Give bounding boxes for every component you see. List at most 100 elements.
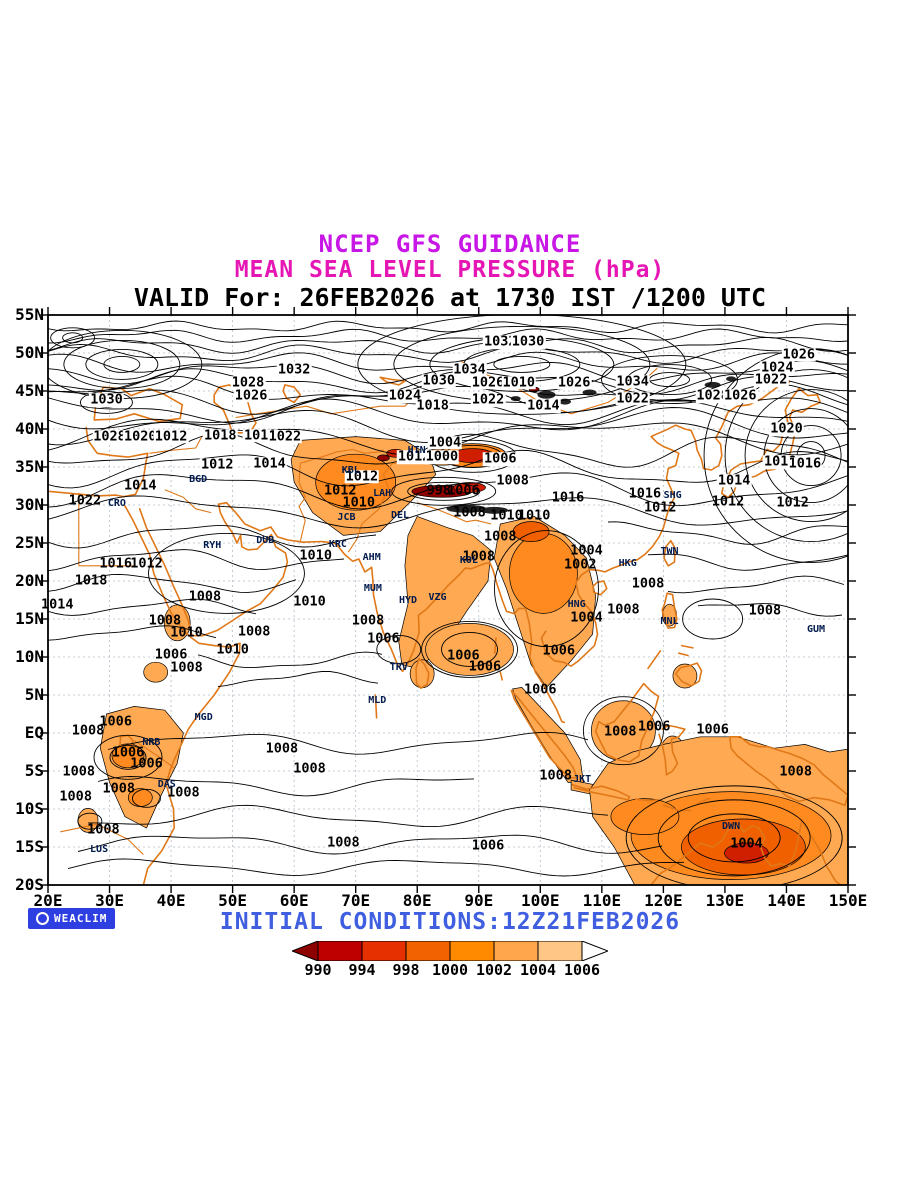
contour-label: 1010 <box>170 623 203 640</box>
lon-axis-label: 30E <box>95 891 124 910</box>
contour-label: 1006 <box>471 837 505 854</box>
initial-conditions-text: INITIAL CONDITIONS:12Z21FEB2026 <box>219 909 681 935</box>
contour-label: 1022 <box>470 391 506 408</box>
contour-label: 1006 <box>468 658 502 675</box>
contour-label: 998 <box>426 481 451 498</box>
station-label: JCB <box>337 511 356 523</box>
contour-label: 1008 <box>484 528 517 545</box>
contour-label: 1030 <box>510 333 546 350</box>
contour-label: 1010 <box>342 494 376 511</box>
colorbar-labels: 990 994 998 1000 1002 1004 1006 <box>292 963 608 981</box>
colorbar-tick-label: 990 <box>304 961 332 979</box>
station-label: MGD <box>194 711 213 723</box>
station-label: HNG <box>567 599 586 611</box>
contour-label: 1008 <box>59 788 92 805</box>
contour-label: 1024 <box>759 359 795 376</box>
contour-label: 1008 <box>167 784 200 801</box>
contour-label: 1028 <box>92 427 127 444</box>
lon-axis-label: 40E <box>156 891 186 910</box>
lon-axis-label: 50E <box>218 891 248 910</box>
station-label: HKG <box>618 557 637 569</box>
station-label: MNL <box>660 616 679 628</box>
contour-label: 1006 <box>447 481 480 498</box>
contour-label: 1006 <box>111 744 145 760</box>
station-label: HYD <box>398 594 418 606</box>
contour-label: 1026 <box>233 386 269 403</box>
colorbar-tick-label: 998 <box>392 961 420 979</box>
lon-axis-label: 70E <box>341 891 371 910</box>
lat-axis-label: 35N <box>15 457 44 476</box>
contour-label: 1016 <box>628 485 662 502</box>
contour-label: 1014 <box>124 477 157 494</box>
lat-axis-label: 5S <box>24 761 44 780</box>
station-label: RYH <box>203 540 222 552</box>
contour-label: 1004 <box>427 433 463 450</box>
station-label: JKT <box>573 774 592 786</box>
contour-label: 1020 <box>769 420 804 437</box>
contour-label: 1004 <box>570 609 603 626</box>
station-label: KBL <box>341 464 360 476</box>
weaclim-logo: WEACLIM <box>28 908 116 929</box>
lat-axis-label: 50N <box>15 343 44 362</box>
lat-axis-label: 40N <box>15 419 44 438</box>
station-label: DAS <box>157 778 176 790</box>
contour-label: 1006 <box>154 645 188 662</box>
pressure-map: 1032 1028 1026 1030 1032 1030 1034 1030 1026 1010… <box>40 307 856 893</box>
contour-label: 1000 <box>424 448 460 465</box>
station-label: DUB <box>256 535 275 547</box>
contour-label: 1020 <box>123 427 158 444</box>
lat-axis-label: 10N <box>15 647 44 666</box>
weaclim-logo-icon <box>36 912 49 925</box>
lon-axis-label: 120E <box>644 891 683 910</box>
map-canvas <box>40 307 856 893</box>
contour-label: 1012 <box>344 468 380 485</box>
contour-label: 1028 <box>230 374 266 391</box>
contour-label: 1006 <box>130 755 163 772</box>
contour-label: 1008 <box>237 623 271 640</box>
contour-label: 1010 <box>216 641 249 658</box>
colorbar-tick-label: 1002 <box>475 961 513 979</box>
contour-label: 1022 <box>615 389 650 406</box>
contour-label: 1008 <box>604 723 637 740</box>
contour-label: 1016 <box>99 555 132 572</box>
station-label: HTN <box>407 445 426 457</box>
colorbar-tick-label: 1006 <box>563 961 601 979</box>
station-label: DEL <box>390 509 410 521</box>
station-label: BGD <box>189 473 208 485</box>
contour-label: 1010 <box>517 506 551 523</box>
contour-label: 1006 <box>367 630 400 646</box>
contour-label: 1008 <box>71 722 105 739</box>
contour-label: 1012 <box>644 499 677 516</box>
contour-label: 1010 <box>501 373 537 390</box>
contour-label: 1008 <box>453 503 486 520</box>
contour-label: 1012 <box>776 494 809 511</box>
contour-label: 1006 <box>447 647 480 664</box>
contour-label: 1008 <box>462 548 496 565</box>
contour-label: 1004 <box>730 835 763 852</box>
contour-label: 1006 <box>99 712 132 729</box>
lat-axis-label: 30N <box>15 495 44 514</box>
contour-label: 1024 <box>387 387 423 404</box>
contour-label: 1008 <box>293 759 326 776</box>
contour-label: 1008 <box>148 612 182 629</box>
station-label: VZG <box>428 592 447 604</box>
contour-label: 1010 <box>293 592 326 609</box>
station-label: AHM <box>362 552 381 564</box>
contour-label: 1008 <box>495 471 530 488</box>
contour-label: 1026 <box>556 373 592 390</box>
lat-axis-label: 25N <box>15 533 44 552</box>
contour-label: 1008 <box>607 601 640 618</box>
contour-label: 1030 <box>89 391 124 408</box>
colorbar: 990 994 998 1000 1002 1004 1006 <box>290 940 610 985</box>
contour-label: 1016 <box>551 489 585 506</box>
chart-valid-time: VALID For: 26FEB2026 at 1730 IST /1200 U… <box>133 283 767 312</box>
lon-axis-label: 110E <box>582 891 622 910</box>
contour-label: 1008 <box>327 834 360 851</box>
lon-axis-label: 100E <box>521 891 560 910</box>
contour-label: 1008 <box>188 588 222 605</box>
station-label: KRC <box>328 538 347 550</box>
lon-axis-label: 90E <box>464 891 494 910</box>
contour-label: 1030 <box>421 372 457 389</box>
weaclim-logo-text: WEACLIM <box>54 912 108 925</box>
contour-label: 1026 <box>781 345 817 362</box>
